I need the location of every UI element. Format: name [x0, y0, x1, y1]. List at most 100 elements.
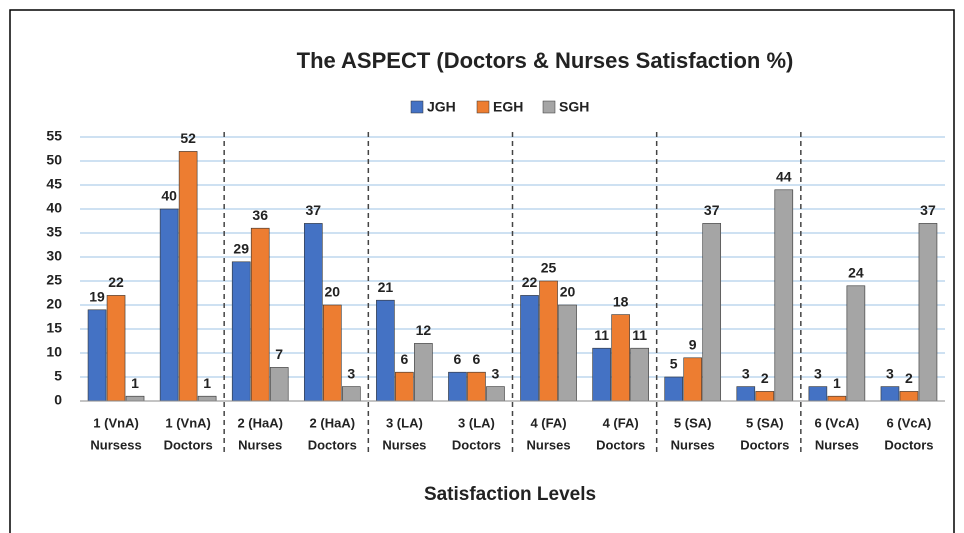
- x-tick-label: Doctors: [164, 437, 213, 452]
- x-tick-label: 1 (VnA): [165, 415, 211, 430]
- x-tick-label: Doctors: [740, 437, 789, 452]
- data-label: 2: [905, 370, 913, 386]
- bar: [178, 151, 198, 402]
- data-label: 19: [89, 289, 105, 305]
- data-label: 37: [704, 202, 720, 218]
- y-tick-label: 0: [54, 392, 62, 408]
- x-tick-label: 2 (HaA): [237, 415, 283, 430]
- bar: [269, 367, 289, 402]
- bar: [448, 371, 467, 402]
- x-tick-label: 3 (LA): [458, 415, 495, 430]
- bar: [486, 386, 505, 402]
- data-label: 5: [670, 356, 678, 372]
- x-tick-label: Nurses: [382, 437, 426, 452]
- bar: [774, 189, 794, 402]
- data-label: 2: [761, 370, 769, 386]
- x-tick-label: Nurses: [815, 437, 859, 452]
- bar: [630, 347, 649, 402]
- bar: [846, 285, 866, 402]
- bar: [736, 386, 756, 402]
- x-tick-label: 1 (VnA): [93, 415, 139, 430]
- bar: [520, 295, 539, 402]
- data-label: 3: [347, 365, 355, 381]
- bar: [197, 395, 217, 402]
- legend-label: JGH: [427, 99, 456, 115]
- data-label: 7: [275, 346, 283, 362]
- data-label: 37: [920, 202, 936, 218]
- y-tick-label: 20: [46, 296, 62, 312]
- bar: [702, 223, 722, 402]
- bar: [592, 347, 611, 402]
- data-label: 44: [776, 169, 792, 185]
- data-label: 6: [473, 351, 481, 367]
- data-label: 1: [131, 375, 139, 391]
- legend-label: EGH: [493, 99, 523, 115]
- data-label: 22: [522, 274, 538, 290]
- bar: [899, 391, 919, 402]
- data-label: 40: [161, 188, 177, 204]
- x-tick-label: 6 (VcA): [814, 415, 859, 430]
- data-label: 11: [594, 327, 609, 343]
- bar: [341, 386, 361, 402]
- bar: [539, 280, 558, 402]
- data-label: 37: [306, 202, 322, 218]
- data-label: 1: [203, 375, 211, 391]
- y-tick-label: 35: [46, 224, 62, 240]
- data-label: 9: [689, 337, 697, 353]
- data-label: 36: [252, 207, 268, 223]
- x-tick-label: 4 (FA): [530, 415, 566, 430]
- bar: [755, 391, 775, 402]
- bar: [106, 295, 126, 402]
- data-label: 22: [108, 274, 124, 290]
- x-tick-label: 2 (HaA): [310, 415, 356, 430]
- y-tick-label: 25: [46, 272, 62, 288]
- data-label: 20: [325, 284, 341, 300]
- y-tick-label: 5: [54, 368, 62, 384]
- bar: [664, 376, 684, 402]
- data-label: 1: [833, 375, 841, 391]
- x-tick-label: Nurses: [671, 437, 715, 452]
- bar: [558, 304, 577, 402]
- data-label: 3: [814, 365, 822, 381]
- x-tick-label: Nurses: [238, 437, 282, 452]
- bar: [159, 208, 179, 402]
- bar: [250, 227, 270, 402]
- bar: [303, 223, 323, 402]
- x-tick-label: Doctors: [596, 437, 645, 452]
- data-label: 3: [742, 365, 750, 381]
- bar: [231, 261, 251, 402]
- x-tick-label: 5 (SA): [674, 415, 712, 430]
- data-label: 18: [613, 293, 629, 309]
- bar: [808, 386, 828, 402]
- data-label: 25: [541, 260, 557, 276]
- y-tick-label: 15: [46, 320, 62, 336]
- bar: [322, 304, 342, 402]
- legend-label: SGH: [559, 99, 589, 115]
- x-tick-label: Doctors: [884, 437, 933, 452]
- legend-swatch: [410, 100, 424, 114]
- x-tick-label: Nursess: [90, 437, 141, 452]
- bar: [467, 371, 486, 402]
- bar: [376, 299, 395, 402]
- data-label: 6: [400, 351, 408, 367]
- legend-swatch: [476, 100, 490, 114]
- bar: [87, 309, 107, 402]
- y-tick-label: 10: [46, 344, 62, 360]
- x-tick-label: 5 (SA): [746, 415, 784, 430]
- chart-title: The ASPECT (Doctors & Nurses Satisfactio…: [297, 48, 794, 73]
- data-label: 52: [180, 130, 196, 146]
- x-tick-label: Doctors: [452, 437, 501, 452]
- y-tick-label: 45: [46, 176, 62, 192]
- bar: [611, 314, 630, 402]
- bar: [880, 386, 900, 402]
- data-label: 3: [886, 365, 894, 381]
- data-label: 21: [378, 279, 394, 295]
- data-label: 3: [492, 365, 500, 381]
- bar: [395, 371, 414, 402]
- legend-swatch: [542, 100, 556, 114]
- data-label: 20: [560, 284, 576, 300]
- data-label: 12: [416, 322, 432, 338]
- chart-border: [9, 9, 955, 533]
- x-tick-label: Doctors: [308, 437, 357, 452]
